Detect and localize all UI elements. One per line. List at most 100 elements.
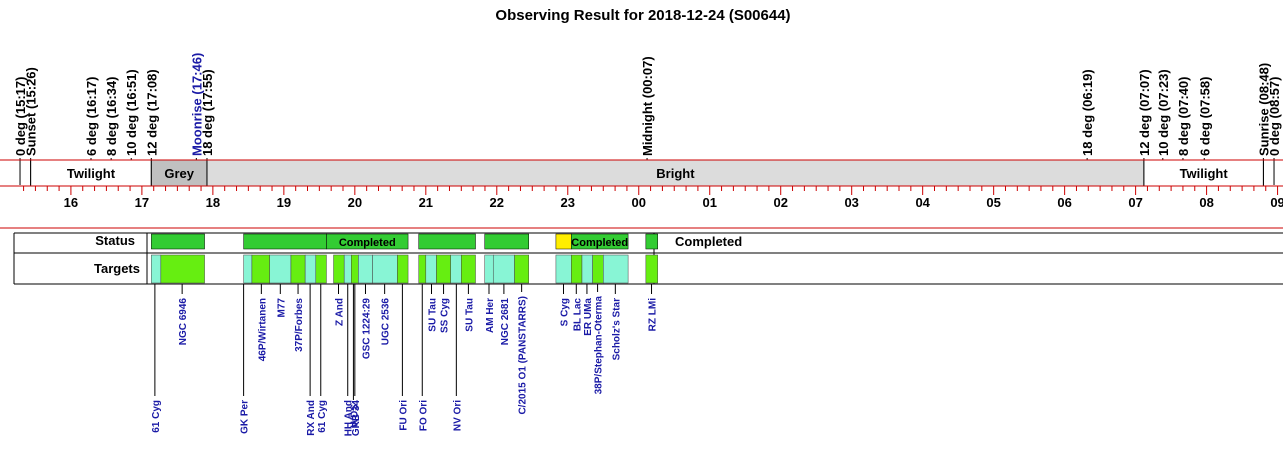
target-block bbox=[160, 254, 205, 284]
hour-label: 21 bbox=[419, 195, 433, 210]
target-name: SU Tau bbox=[464, 298, 475, 332]
target-block bbox=[343, 254, 352, 284]
target-name: 61 Cyg bbox=[151, 400, 162, 433]
status-block-text: Completed bbox=[339, 237, 396, 249]
band-label: Twilight bbox=[67, 166, 116, 181]
target-block bbox=[372, 254, 398, 284]
status-block bbox=[555, 233, 572, 250]
target-name: 38P/Stephan-Oterma bbox=[594, 296, 605, 395]
target-block bbox=[450, 254, 462, 284]
event-label: 12 deg (17:08) bbox=[144, 69, 159, 156]
target-name: AM Her bbox=[485, 298, 496, 333]
event-label: 0 deg (08:57) bbox=[1267, 77, 1282, 156]
target-name: GSC 1224:29 bbox=[361, 298, 372, 360]
status-blocks: Completed Completed bbox=[151, 233, 658, 250]
target-name: SU Tau bbox=[427, 298, 438, 332]
hour-label: 08 bbox=[1199, 195, 1213, 210]
target-block bbox=[151, 254, 162, 284]
hour-label: 00 bbox=[632, 195, 646, 210]
target-name: NGC 6946 bbox=[178, 298, 189, 346]
hour-label: 16 bbox=[64, 195, 78, 210]
status-block bbox=[243, 233, 327, 250]
status-block bbox=[151, 233, 205, 250]
hour-label: 03 bbox=[844, 195, 858, 210]
target-name: M77 bbox=[276, 298, 287, 318]
hour-label: 17 bbox=[135, 195, 149, 210]
time-axis: 16 17 18 19 20 21 22 23 00 01 02 03 04 05 06 07 08 09 bbox=[0, 159, 1283, 229]
target-block bbox=[397, 254, 409, 284]
chart-title: Observing Result for 2018-12-24 (S00644) bbox=[495, 7, 790, 24]
target-name: WDS bbox=[349, 404, 360, 428]
event-label: 18 deg (06:19) bbox=[1080, 69, 1095, 156]
event-label: 10 deg (16:51) bbox=[124, 69, 139, 156]
event-label: 8 deg (16:34) bbox=[104, 77, 119, 156]
target-name: Scholz's Star bbox=[611, 298, 622, 361]
target-name: 46P/Wirtanen bbox=[257, 298, 268, 361]
target-block bbox=[603, 254, 629, 284]
target-name: C/2015 O1 (PANSTARRS) bbox=[518, 296, 529, 415]
target-name: Z And bbox=[335, 298, 346, 326]
band-label: Grey bbox=[164, 166, 194, 181]
target-block bbox=[351, 254, 359, 284]
sky-condition-bands: Twilight Grey Bright Twilight bbox=[30, 159, 1264, 187]
event-label: 8 deg (07:40) bbox=[1176, 77, 1191, 156]
hour-label: 04 bbox=[915, 195, 930, 210]
target-name: NV Ori bbox=[452, 400, 463, 431]
observation-rows: Status Targets Completed bbox=[13, 232, 1283, 285]
status-block bbox=[645, 233, 658, 250]
target-block bbox=[333, 254, 345, 284]
status-summary: Completed bbox=[675, 234, 742, 249]
targets-row-label: Targets bbox=[94, 261, 140, 276]
target-block bbox=[581, 254, 593, 284]
target-block bbox=[358, 254, 373, 284]
target-name: GRB 34 bbox=[351, 400, 362, 437]
target-block bbox=[461, 254, 476, 284]
target-block bbox=[492, 254, 515, 284]
twilight-event-markers: 0 deg (15:17)Sunset (15:26) 6 deg (16:17)… bbox=[13, 53, 1282, 185]
target-block bbox=[243, 254, 253, 284]
hour-label: 07 bbox=[1128, 195, 1142, 210]
target-block bbox=[645, 254, 658, 284]
target-block bbox=[269, 254, 292, 284]
target-block bbox=[304, 254, 317, 284]
target-block bbox=[425, 254, 437, 284]
target-name: NGC 2681 bbox=[500, 298, 511, 346]
target-name: BL Lac bbox=[572, 298, 583, 332]
target-block bbox=[418, 254, 427, 284]
target-block bbox=[571, 254, 583, 284]
target-name: S Cyg bbox=[560, 298, 571, 326]
target-block bbox=[484, 254, 494, 284]
event-label: 6 deg (07:58) bbox=[1197, 77, 1212, 156]
status-block bbox=[484, 233, 529, 250]
target-block bbox=[290, 254, 306, 284]
event-label: Sunset (15:26) bbox=[24, 67, 39, 156]
target-name: 37P/Forbes bbox=[294, 298, 305, 352]
hour-label: 05 bbox=[986, 195, 1000, 210]
target-name: RX And bbox=[306, 400, 317, 436]
hour-label: 09 bbox=[1270, 195, 1283, 210]
hour-label: 22 bbox=[490, 195, 504, 210]
target-name: HH And bbox=[344, 400, 355, 436]
target-name: GK Per bbox=[240, 400, 251, 434]
status-block-text: Completed bbox=[571, 237, 628, 249]
target-name: FU Ori bbox=[398, 400, 409, 431]
status-block bbox=[326, 233, 409, 250]
status-row-label: Status bbox=[95, 233, 135, 248]
band-label: Twilight bbox=[1180, 166, 1229, 181]
hour-label: 19 bbox=[277, 195, 291, 210]
event-label: Sunrise (08:48) bbox=[1256, 63, 1271, 156]
target-block bbox=[251, 254, 270, 284]
target-name: SS Cyg bbox=[440, 298, 451, 333]
target-blocks bbox=[151, 254, 658, 284]
target-name: UGC 2536 bbox=[381, 298, 392, 346]
target-block bbox=[555, 254, 572, 284]
target-block bbox=[514, 254, 529, 284]
hour-label: 01 bbox=[702, 195, 716, 210]
hour-label: 02 bbox=[773, 195, 787, 210]
hour-label: 23 bbox=[561, 195, 575, 210]
band-bright bbox=[206, 159, 1145, 187]
band-label: Bright bbox=[656, 166, 695, 181]
target-name: RZ LMi bbox=[648, 298, 659, 332]
target-name: ER UMa bbox=[583, 298, 594, 336]
